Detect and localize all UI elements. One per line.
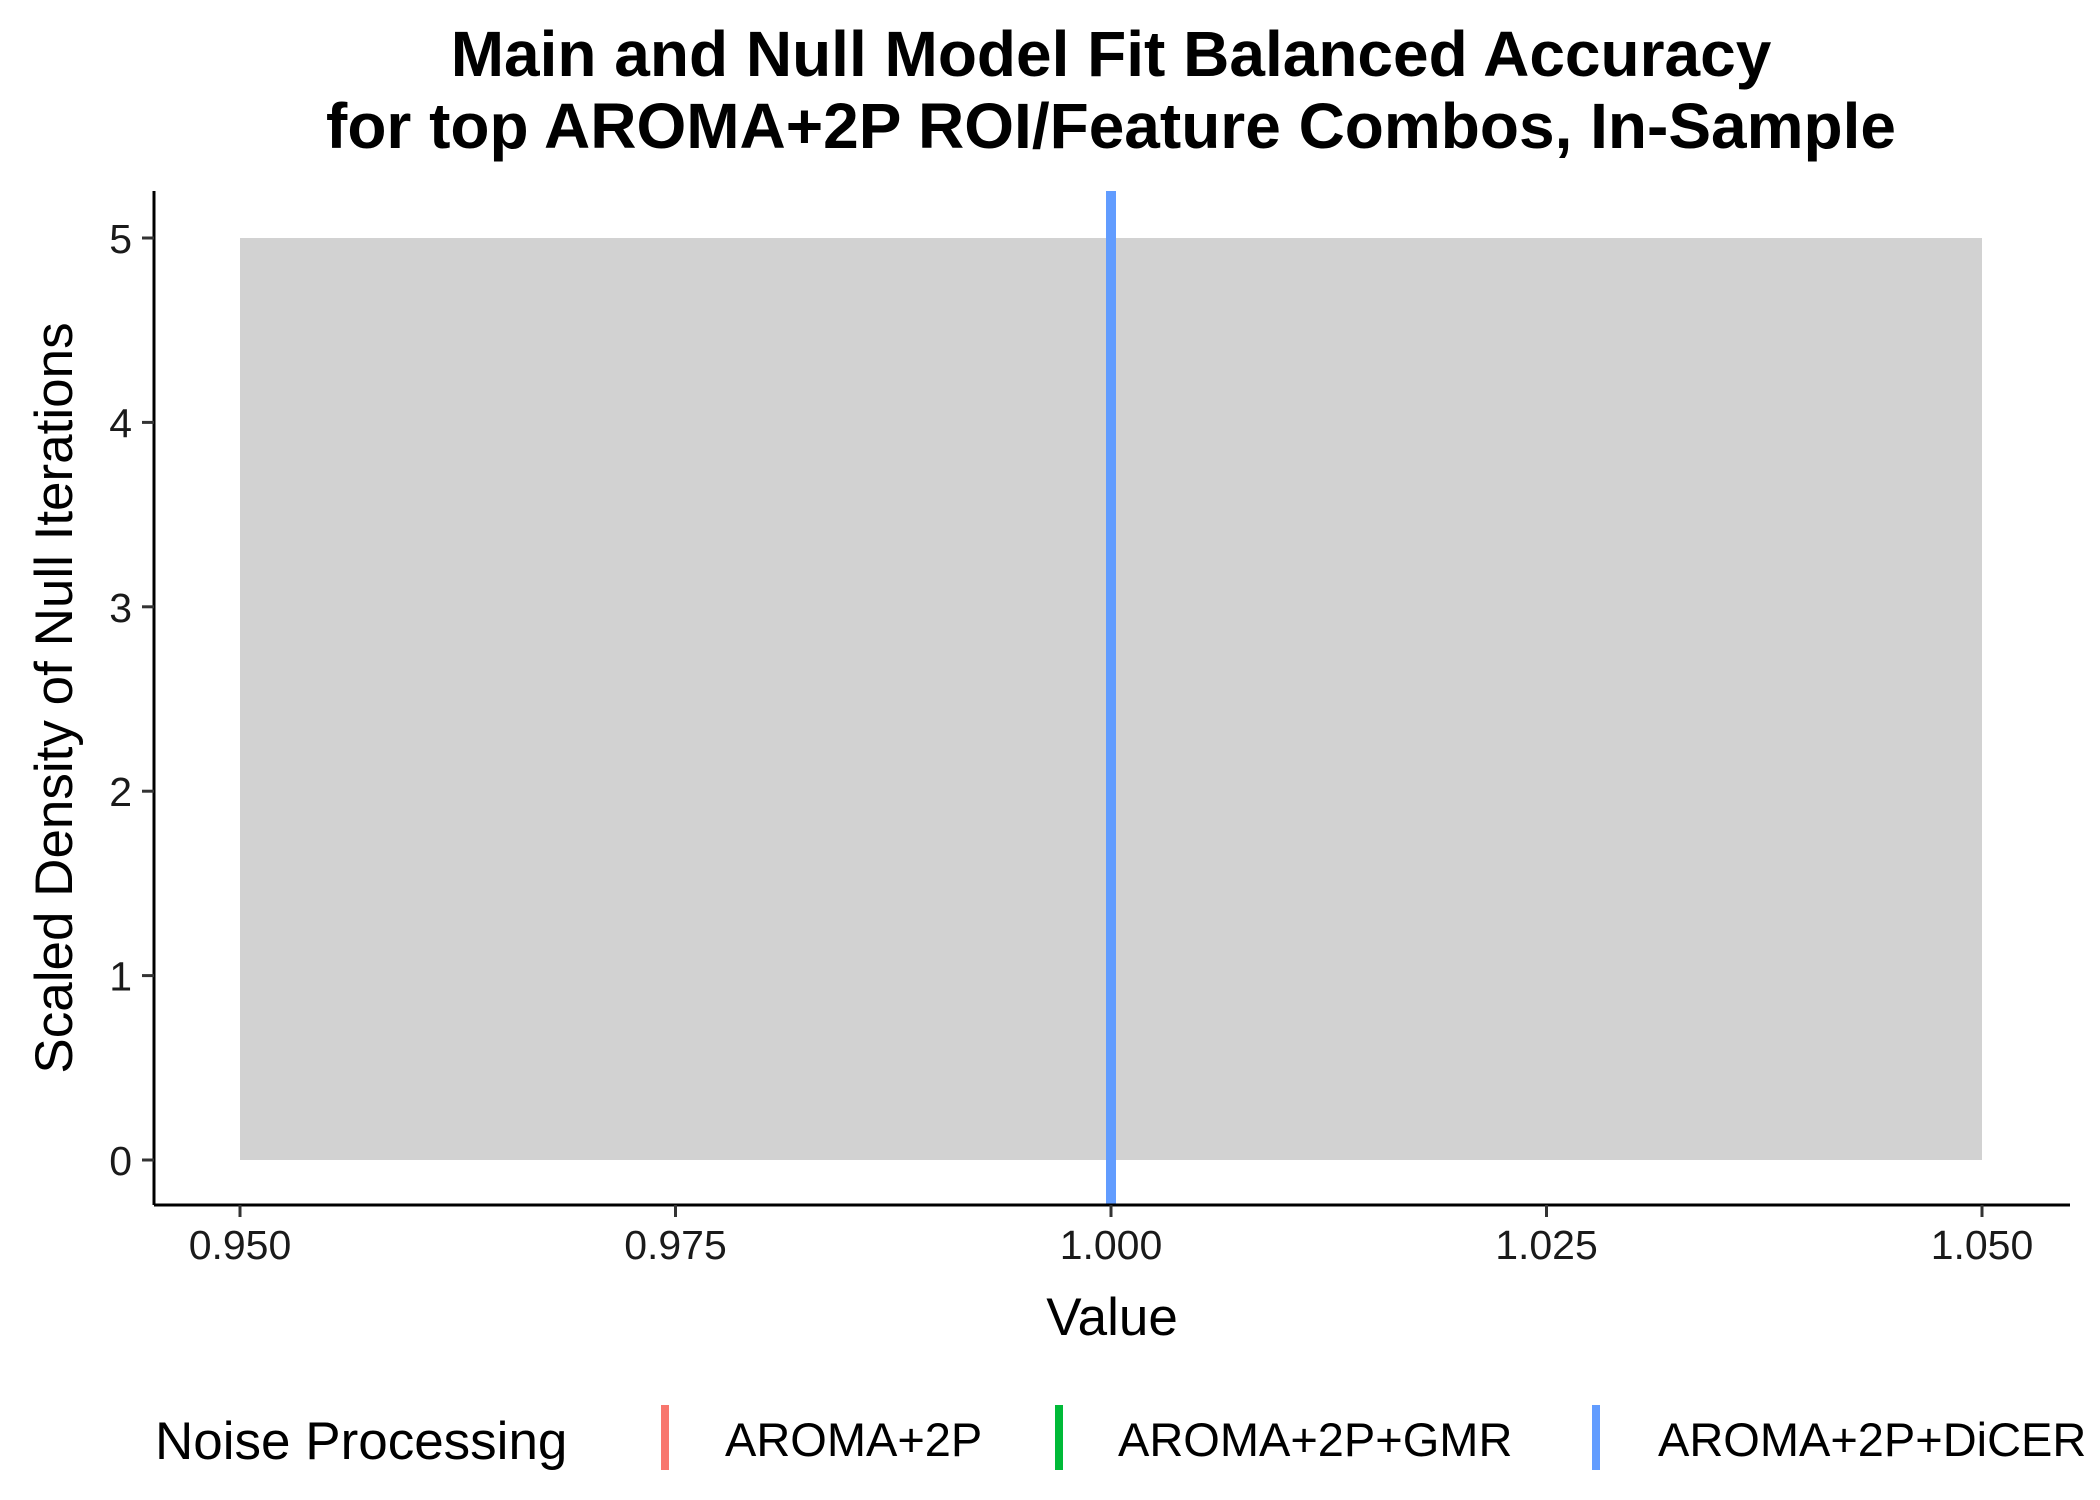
x-tick-label: 0.950 [189,1222,292,1268]
legend-label-2: AROMA+2P+GMR [1118,1413,1512,1466]
y-tick-label: 2 [109,769,132,815]
legend-label-3: AROMA+2P+DiCER [1658,1413,2086,1466]
legend-title: Noise Processing [155,1412,567,1471]
y-tick-label: 0 [109,1138,132,1184]
chart-title-line-1: Main and Null Model Fit Balanced Accurac… [450,18,1772,90]
x-tick-label: 1.025 [1495,1222,1598,1268]
chart-title-line-2: for top AROMA+2P ROI/Feature Combos, In-… [326,90,1896,162]
y-tick-label: 1 [109,954,132,1000]
y-axis-title: Scaled Density of Null Iterations [25,322,84,1073]
legend-label-1: AROMA+2P [725,1413,982,1466]
y-tick-label: 3 [109,585,132,631]
plot-area [240,191,1982,1205]
chart-title: Main and Null Model Fit Balanced Accurac… [120,18,2100,162]
x-ticks: 0.950 0.975 1.000 1.025 1.050 [189,1205,2034,1268]
x-tick-label: 0.975 [624,1222,727,1268]
x-tick-label: 1.000 [1060,1222,1163,1268]
y-ticks: 0 1 2 3 4 5 [109,216,154,1184]
y-tick-label: 4 [109,400,132,446]
x-axis-title: Value [1046,1288,1178,1347]
legend: Noise Processing AROMA+2P AROMA+2P+GMR ARO… [155,1405,2086,1471]
y-tick-label: 5 [109,216,132,262]
x-tick-label: 1.050 [1931,1222,2034,1268]
